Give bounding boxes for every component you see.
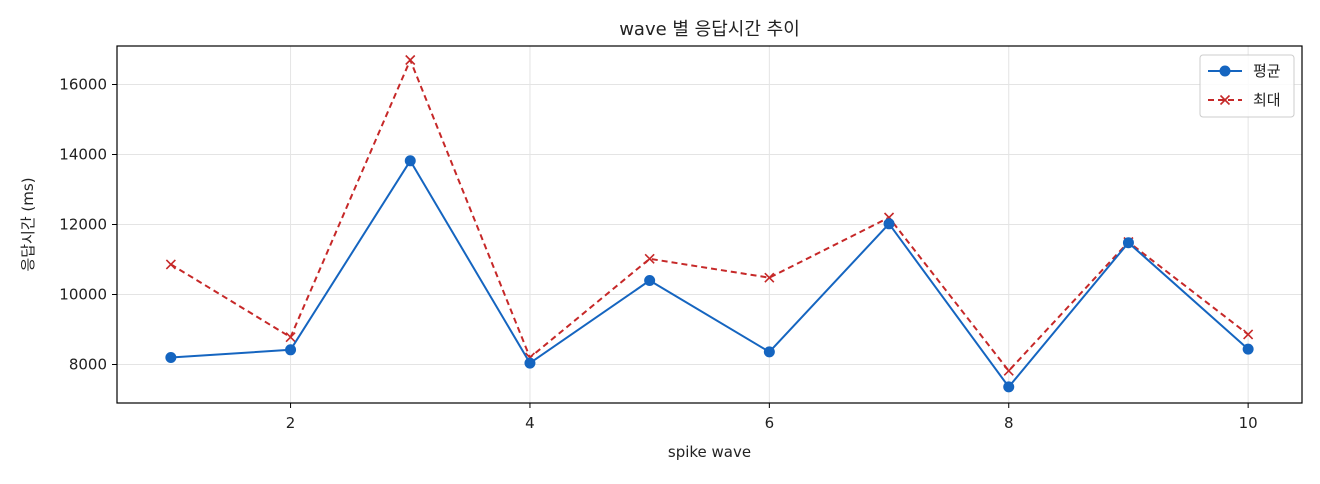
series-average-point xyxy=(883,218,895,230)
series-maximum-point-stroke xyxy=(165,259,176,270)
series-average-point xyxy=(285,344,297,356)
series-maximum-point xyxy=(644,253,655,264)
y-tick-label: 12000 xyxy=(59,216,107,234)
series-maximum-point xyxy=(1243,329,1254,340)
y-tick-label: 8000 xyxy=(69,356,107,374)
series-average-point xyxy=(524,357,536,369)
y-tick-label: 10000 xyxy=(59,286,107,304)
series-average-line xyxy=(170,159,1249,388)
series-maximum-point-stroke xyxy=(285,332,296,343)
series-average-point xyxy=(1003,381,1015,393)
series-maximum-point xyxy=(764,272,775,283)
axis-ticks: 2 4 6 8 10 8000 10000 12000 14000 16000 xyxy=(59,76,1257,433)
legend-average-label: 평균 xyxy=(1253,62,1281,80)
series-average-point xyxy=(404,155,416,167)
series-maximum-point-stroke xyxy=(644,253,655,264)
chart-title: wave 별 응답시간 추이 xyxy=(619,19,800,40)
grid xyxy=(117,46,1302,403)
x-tick-label: 8 xyxy=(1004,414,1014,432)
series-average-point xyxy=(644,275,656,286)
x-tick-label: 2 xyxy=(286,414,296,432)
x-tick-label: 4 xyxy=(525,414,535,432)
series-maximum-point-stroke xyxy=(1243,329,1254,340)
x-axis-label: spike wave xyxy=(668,443,751,461)
y-tick-label: 16000 xyxy=(59,76,107,94)
series-average-point xyxy=(1242,343,1254,355)
x-tick-label: 10 xyxy=(1239,414,1258,432)
x-tick-label: 6 xyxy=(765,414,775,432)
legend-maximum-label: 최대 xyxy=(1253,91,1281,109)
series-average-point xyxy=(1122,237,1134,249)
series xyxy=(165,54,1254,393)
series-maximum-line xyxy=(170,59,1249,372)
legend-maximum-marker-stroke xyxy=(1219,94,1231,106)
series-maximum-point xyxy=(1003,365,1014,376)
y-tick-label: 14000 xyxy=(59,146,107,164)
series-maximum-point-stroke xyxy=(405,54,416,66)
series-maximum-point xyxy=(405,54,416,66)
legend-average-marker xyxy=(1219,65,1231,77)
y-axis-label: 응답시간 (ms) xyxy=(19,177,37,271)
series-maximum-point-stroke xyxy=(1003,365,1014,376)
legend-maximum-marker xyxy=(1219,94,1231,106)
series-maximum-point xyxy=(165,259,176,270)
series-maximum-point xyxy=(285,332,296,343)
series-average-point xyxy=(763,346,775,358)
series-maximum-point-stroke xyxy=(764,272,775,283)
series-average-point xyxy=(165,352,177,363)
